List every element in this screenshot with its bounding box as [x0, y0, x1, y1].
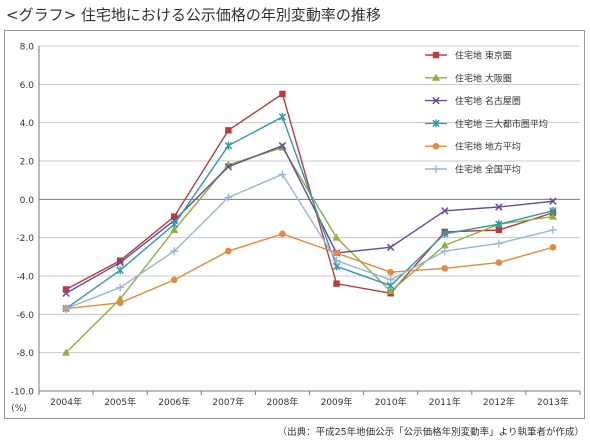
data-point — [549, 243, 557, 251]
series-line — [65, 173, 554, 310]
x-tick-label: 2007年 — [212, 396, 244, 408]
line-chart: 8.0 6.0 4.0 2.0 0.0 -2.0 -4.0 -6.0 -8.0 -10.0 2004… — [11, 43, 581, 414]
data-point — [171, 213, 178, 220]
data-point — [62, 348, 71, 356]
x-tick-label: 2009年 — [321, 396, 353, 408]
source-note: （出典：平成25年地価公示「公示価格年別変動率」より執筆者が作成） — [277, 427, 584, 438]
data-point — [279, 90, 286, 98]
data-point — [386, 243, 395, 251]
series-line — [65, 92, 554, 295]
y-tick-label: -10.0 — [11, 388, 35, 398]
y-tick-label: 2.0 — [20, 158, 35, 168]
data-point — [279, 230, 286, 238]
data-point — [441, 265, 449, 272]
data-point — [440, 247, 449, 256]
data-point — [170, 247, 179, 256]
x-tick-label: 2010年 — [375, 396, 407, 408]
y-tick-label: -4.0 — [16, 273, 34, 283]
data-point — [224, 141, 233, 150]
data-point — [549, 206, 557, 215]
data-point — [224, 193, 233, 202]
data-point — [170, 225, 179, 233]
y-unit-label: (%) — [11, 404, 27, 414]
data-point — [495, 220, 503, 229]
x-tick-label: 2011年 — [429, 396, 461, 408]
data-point — [494, 239, 503, 248]
series-line — [65, 115, 554, 310]
data-point — [548, 226, 557, 234]
y-tick-label: 6.0 — [20, 81, 35, 91]
legend-label: 住宅地 東京圏 — [455, 50, 512, 62]
y-tick-label: -8.0 — [16, 349, 34, 359]
y-tick-label: -2.0 — [16, 234, 34, 244]
data-point — [495, 259, 503, 266]
data-point — [116, 299, 124, 307]
legend-label: 住宅地 大阪圏 — [455, 72, 512, 84]
data-point — [116, 294, 125, 302]
data-point — [225, 247, 232, 255]
y-tick-label: 0.0 — [20, 196, 35, 206]
data-point — [62, 304, 71, 313]
data-point — [495, 203, 503, 211]
data-point — [386, 275, 395, 284]
data-point — [278, 170, 287, 179]
data-point — [387, 268, 394, 276]
legend-marker — [432, 165, 440, 173]
x-tick-label: 2013年 — [537, 396, 569, 408]
data-point — [441, 229, 449, 238]
legend-label: 住宅地 地方平均 — [455, 141, 521, 153]
legend-label: 住宅地 名古屋圏 — [455, 95, 521, 107]
x-tick-label: 2005年 — [104, 396, 136, 408]
data-point — [224, 163, 233, 171]
data-point — [116, 257, 124, 264]
y-tick-label: 4.0 — [20, 119, 35, 129]
data-point — [332, 256, 341, 265]
legend-marker — [432, 119, 440, 128]
data-point — [170, 276, 178, 284]
data-point — [548, 212, 557, 220]
x-tick-label: 2008年 — [266, 396, 298, 408]
y-tick-label: -6.0 — [16, 311, 34, 321]
chart-title: <グラフ> 住宅地における公示価格の年別変動率の推移 — [6, 6, 381, 24]
x-tick-label: 2004年 — [50, 396, 82, 408]
data-point — [278, 112, 287, 121]
chart-frame: 8.0 6.0 4.0 2.0 0.0 -2.0 -4.0 -6.0 -8.0 -10.0 2004… — [4, 30, 585, 419]
legend-marker — [432, 73, 440, 81]
legend-marker — [432, 51, 440, 59]
legend-label: 住宅地 全国平均 — [455, 164, 521, 176]
data-point — [440, 241, 449, 249]
y-tick-label: 8.0 — [20, 43, 35, 53]
data-point — [170, 220, 178, 229]
legend-marker — [432, 142, 440, 150]
legend-marker — [432, 96, 440, 105]
data-point — [332, 233, 341, 241]
x-tick-label: 2006年 — [158, 396, 190, 408]
data-point — [278, 141, 287, 150]
x-tick-label: 2012年 — [483, 396, 515, 408]
data-point — [386, 287, 395, 295]
data-point — [116, 283, 125, 292]
data-point — [333, 249, 340, 257]
data-point — [116, 258, 124, 267]
data-point — [62, 286, 70, 293]
data-point — [549, 197, 557, 205]
data-point — [441, 207, 449, 215]
data-point — [225, 127, 232, 134]
data-point — [495, 226, 503, 234]
data-point — [116, 266, 124, 275]
series-line — [65, 144, 554, 294]
data-point — [62, 289, 70, 297]
data-point — [333, 280, 340, 287]
legend-label: 住宅地 三大都市圏平均 — [455, 118, 548, 130]
series-line — [65, 233, 554, 310]
series-line — [65, 146, 554, 354]
